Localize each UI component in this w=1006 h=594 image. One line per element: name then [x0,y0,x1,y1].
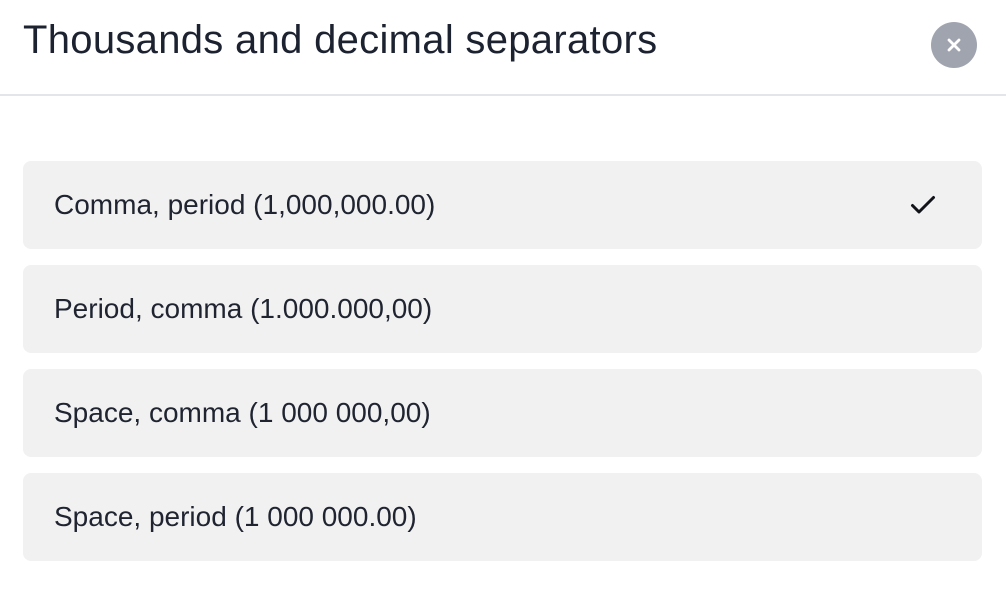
option-space-comma[interactable]: Space, comma (1 000 000,00) [23,369,982,457]
option-period-comma[interactable]: Period, comma (1.000.000,00) [23,265,982,353]
dialog-header: Thousands and decimal separators [0,0,1006,96]
close-button[interactable] [931,22,977,68]
close-icon [946,37,962,53]
dialog-title: Thousands and decimal separators [23,18,658,62]
option-space-period[interactable]: Space, period (1 000 000.00) [23,473,982,561]
separator-options-list: Comma, period (1,000,000.00) Period, com… [23,161,982,577]
option-label: Comma, period (1,000,000.00) [54,189,436,220]
option-comma-period[interactable]: Comma, period (1,000,000.00) [23,161,982,249]
check-icon [910,194,936,216]
option-label: Period, comma (1.000.000,00) [54,293,433,324]
option-label: Space, comma (1 000 000,00) [54,397,431,428]
option-label: Space, period (1 000 000.00) [54,501,417,532]
